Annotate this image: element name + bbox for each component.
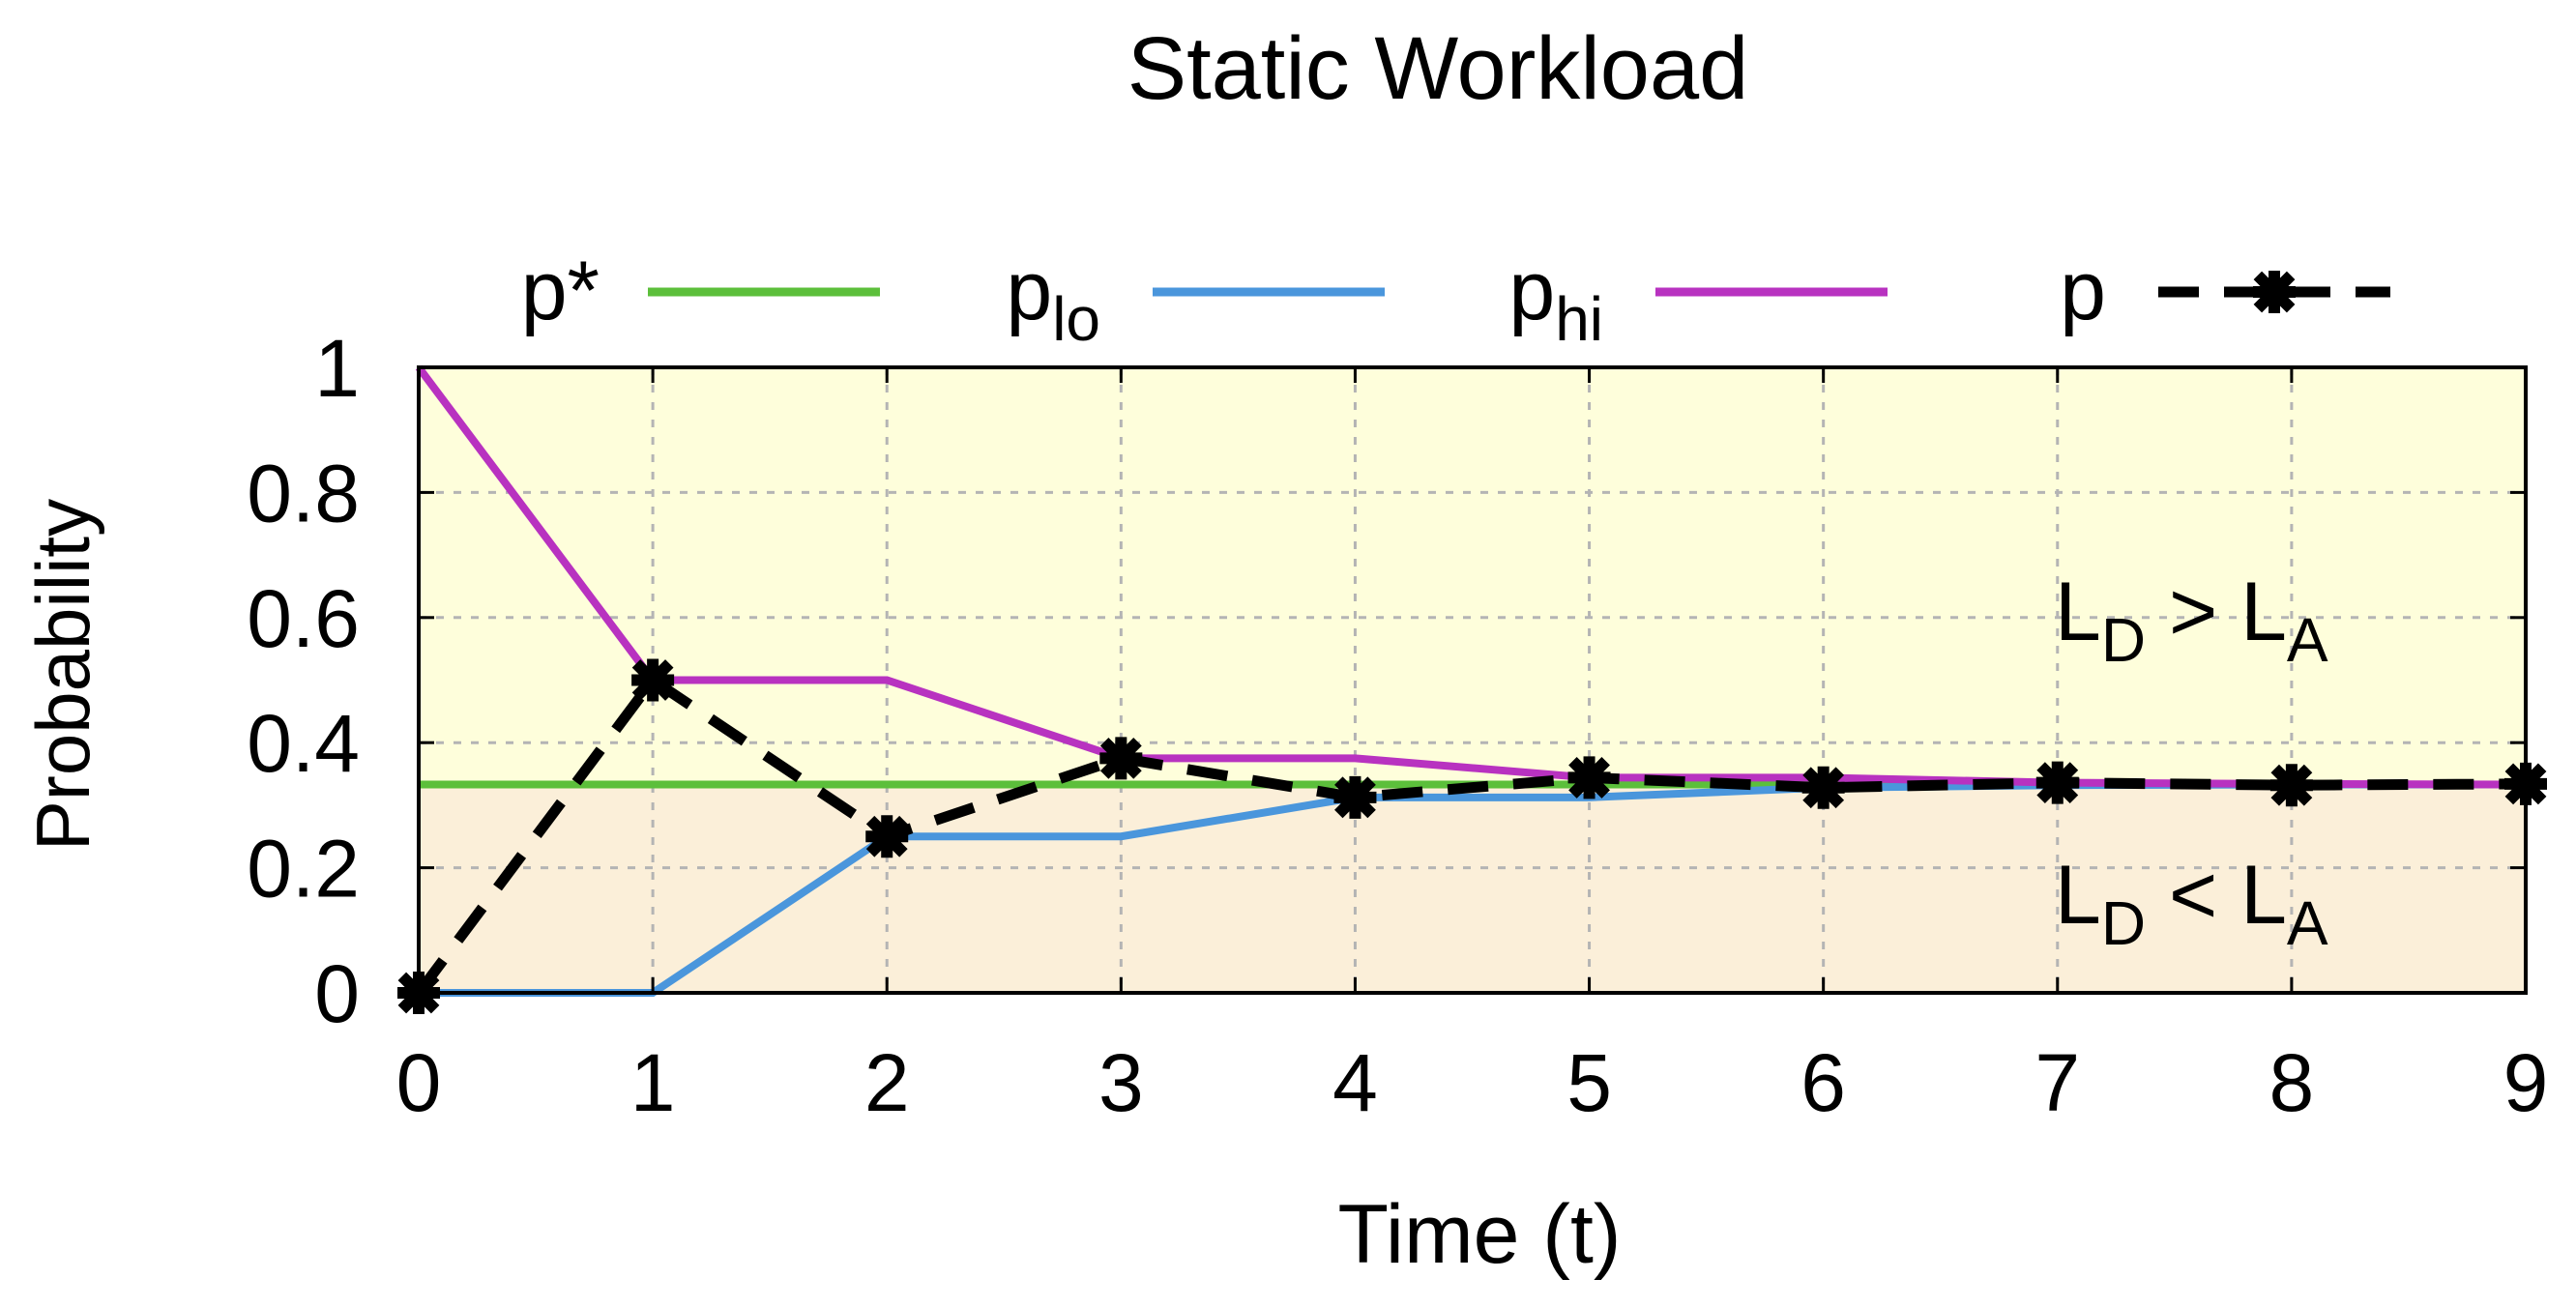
legend-layer: p* plo phi p (521, 245, 2390, 354)
region-label-0: LD > LA (2055, 566, 2328, 675)
series-point-3-8 (2269, 764, 2313, 807)
ticks-layer: 0 1 2 3 4 5 6 7 8 9 0 0.2 0.4 0.6 0.8 1 (247, 323, 2548, 1128)
region-labels-layer: LD > LA LD < LA (2055, 566, 2328, 958)
series-point-3-3 (1099, 737, 1143, 780)
y-tick-label-4: 0.8 (247, 448, 360, 538)
x-tick-label-8: 8 (2269, 1037, 2315, 1128)
legend-label-0: p* (521, 245, 600, 337)
y-tick-label-3: 0.6 (247, 573, 360, 664)
x-tick-label-6: 6 (1800, 1037, 1846, 1128)
y-tick-label-1: 0.2 (247, 824, 360, 915)
grid-layer (419, 367, 2526, 993)
plot-frame (417, 365, 2528, 995)
frame-layer (417, 365, 2528, 995)
series-point-3-2 (865, 815, 909, 858)
y-axis-label: Probability (20, 499, 105, 851)
series-point-3-5 (1567, 756, 1611, 799)
x-axis-label: Time (t) (1338, 1188, 1622, 1281)
y-tick-label-0: 0 (314, 948, 360, 1039)
x-tick-label-5: 5 (1566, 1037, 1612, 1128)
x-tick-label-4: 4 (1332, 1037, 1378, 1128)
y-tick-label-5: 1 (314, 323, 360, 414)
x-tick-label-2: 2 (864, 1037, 910, 1128)
legend-label-2: phi (1508, 245, 1603, 354)
region-label-1: LD < LA (2055, 849, 2328, 958)
legend-marker-3 (2253, 271, 2296, 313)
x-tick-label-0: 0 (396, 1037, 442, 1128)
x-tick-label-7: 7 (2034, 1037, 2080, 1128)
series-point-3-1 (631, 658, 675, 702)
region-0 (419, 367, 2526, 785)
legend-label-1: plo (1006, 245, 1100, 354)
regions-layer (419, 367, 2526, 993)
series-point-3-6 (1801, 766, 1845, 809)
x-tick-label-3: 3 (1098, 1037, 1144, 1128)
x-tick-label-1: 1 (630, 1037, 676, 1128)
region-1 (419, 784, 2526, 993)
series-point-3-4 (1333, 775, 1377, 819)
x-tick-label-9: 9 (2503, 1037, 2549, 1128)
legend-label-3: p (2060, 245, 2106, 337)
series-line-3 (414, 673, 2527, 997)
series-point-3-7 (2035, 761, 2079, 804)
y-tick-label-2: 0.4 (247, 698, 360, 789)
chart-title: Static Workload (1127, 19, 1749, 118)
